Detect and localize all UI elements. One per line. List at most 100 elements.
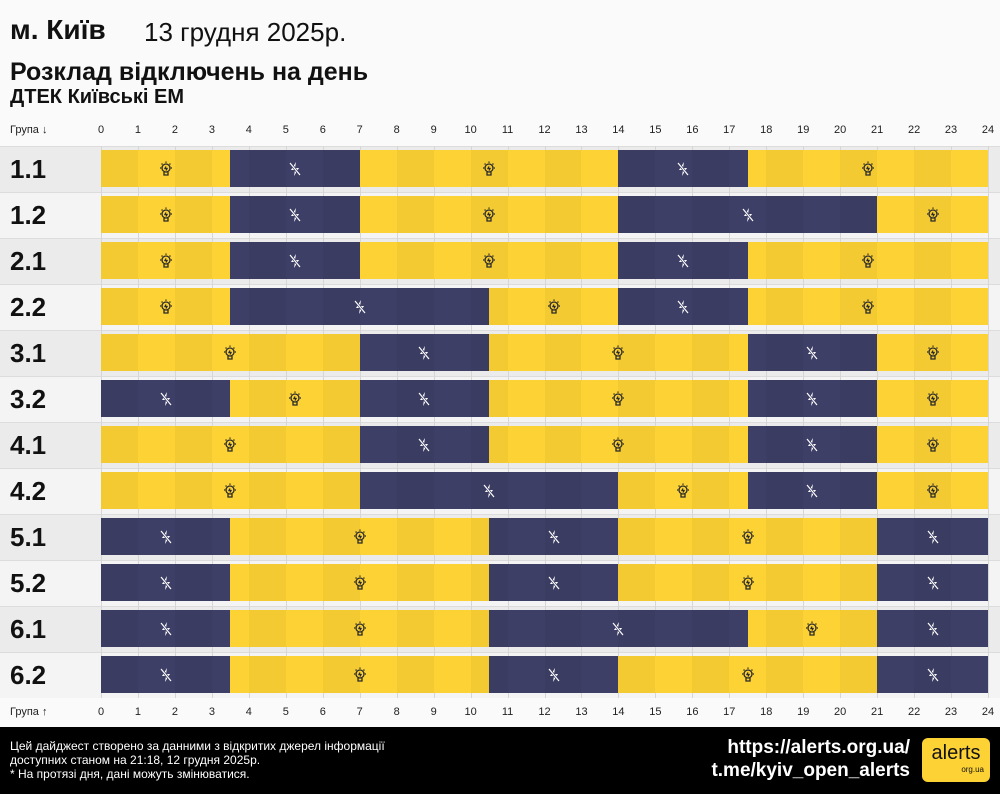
lightbulb-icon xyxy=(924,390,942,408)
power-off-lightning-icon xyxy=(609,620,627,638)
power-off-lightning-icon xyxy=(674,160,692,178)
hour-gridline xyxy=(137,146,139,698)
hour-tick-top: 14 xyxy=(612,124,625,136)
hour-gridline xyxy=(396,146,398,698)
group-label: 2.2 xyxy=(10,292,47,322)
group-axis-label-bottom: Група ↑ xyxy=(10,706,48,718)
power-off-lightning-icon xyxy=(674,252,692,270)
hour-tick-bottom: 16 xyxy=(686,706,699,718)
group-label: 1.1 xyxy=(10,154,47,184)
hour-tick-bottom: 12 xyxy=(538,706,551,718)
hour-tick-top: 13 xyxy=(575,124,588,136)
hour-gridline xyxy=(692,146,694,698)
lightbulb-icon xyxy=(924,482,942,500)
lightbulb-icon xyxy=(351,528,369,546)
footer-note-2: доступних станом на 21:18, 12 грудня 202… xyxy=(10,753,261,767)
power-off-lightning-icon xyxy=(803,344,821,362)
hour-tick-top: 17 xyxy=(723,124,736,136)
hour-gridline xyxy=(101,146,102,698)
hour-tick-top: 12 xyxy=(538,124,551,136)
lightbulb-icon xyxy=(739,666,757,684)
footer-note-1: Цей дайджест створено за данними з відкр… xyxy=(10,739,385,753)
hour-tick-bottom: 13 xyxy=(575,706,588,718)
hour-tick-bottom: 2 xyxy=(171,706,178,718)
hour-gridline xyxy=(359,146,361,698)
power-off-lightning-icon xyxy=(545,666,563,684)
hour-tick-bottom: 1 xyxy=(134,706,142,718)
hour-tick-top: 1 xyxy=(134,124,142,136)
hour-gridline xyxy=(174,146,176,698)
lightbulb-icon xyxy=(286,390,304,408)
power-off-lightning-icon xyxy=(286,160,304,178)
hour-tick-top: 5 xyxy=(282,124,289,136)
lightbulb-icon xyxy=(859,160,877,178)
lightbulb-icon xyxy=(609,436,627,454)
hour-gridline xyxy=(322,146,324,698)
lightbulb-icon xyxy=(351,620,369,638)
group-label: 1.2 xyxy=(10,200,47,230)
telegram-link[interactable]: t.me/kyiv_open_alerts xyxy=(711,760,910,781)
site-link[interactable]: https://alerts.org.ua/ xyxy=(727,737,910,758)
hour-gridline xyxy=(766,146,768,698)
hour-gridline xyxy=(655,146,657,698)
footer xyxy=(0,727,1000,794)
power-off-lightning-icon xyxy=(924,620,942,638)
hour-tick-bottom: 0 xyxy=(97,706,105,718)
provider-subtitle: ДТЕК Київські ЕМ xyxy=(10,86,185,108)
hour-tick-bottom: 14 xyxy=(612,706,625,718)
hour-gridline xyxy=(248,146,250,698)
lightbulb-icon xyxy=(157,298,175,316)
lightbulb-icon xyxy=(609,344,627,362)
lightbulb-icon xyxy=(351,574,369,592)
power-off-lightning-icon xyxy=(157,620,175,638)
group-label: 4.1 xyxy=(10,430,47,460)
power-off-lightning-icon xyxy=(157,390,175,408)
power-off-lightning-icon xyxy=(924,574,942,592)
hour-tick-bottom: 5 xyxy=(282,706,289,718)
hour-tick-bottom: 9 xyxy=(430,706,437,718)
hour-tick-top: 19 xyxy=(797,124,810,136)
hour-tick-top: 7 xyxy=(356,124,363,136)
power-off-lightning-icon xyxy=(545,528,563,546)
lightbulb-icon xyxy=(480,160,498,178)
lightbulb-icon xyxy=(924,436,942,454)
group-axis-label-top: Група ↓ xyxy=(10,124,48,136)
hour-tick-top: 18 xyxy=(760,124,773,136)
lightbulb-icon xyxy=(480,252,498,270)
logo-text: alerts xyxy=(931,742,981,764)
power-off-lightning-icon xyxy=(739,206,757,224)
alerts-logo: alerts org.ua xyxy=(922,738,990,782)
lightbulb-icon xyxy=(221,344,239,362)
lightbulb-icon xyxy=(157,160,175,178)
lightbulb-icon xyxy=(609,390,627,408)
lightbulb-icon xyxy=(739,528,757,546)
hour-tick-bottom: 24 xyxy=(981,706,995,718)
hour-tick-top: 21 xyxy=(871,124,884,136)
group-label: 6.1 xyxy=(10,614,47,644)
lightbulb-icon xyxy=(351,666,369,684)
hour-tick-top: 8 xyxy=(393,124,400,136)
lightbulb-icon xyxy=(674,482,692,500)
hour-tick-top: 10 xyxy=(464,124,477,136)
hour-tick-top: 3 xyxy=(208,124,215,136)
hour-tick-bottom: 6 xyxy=(319,706,326,718)
hour-tick-bottom: 11 xyxy=(501,706,514,718)
hour-tick-top: 11 xyxy=(501,124,514,136)
hour-gridline xyxy=(285,146,287,698)
logo-subtext: org.ua xyxy=(961,765,984,774)
hour-tick-top: 0 xyxy=(97,124,105,136)
hour-tick-bottom: 22 xyxy=(907,706,921,718)
power-off-lightning-icon xyxy=(157,528,175,546)
power-off-lightning-icon xyxy=(545,574,563,592)
hour-gridline xyxy=(211,146,213,698)
hour-gridline xyxy=(951,146,953,698)
hour-tick-top: 16 xyxy=(686,124,699,136)
group-label: 5.2 xyxy=(10,568,47,598)
power-off-lightning-icon xyxy=(924,666,942,684)
group-label: 6.2 xyxy=(10,660,47,690)
power-off-lightning-icon xyxy=(157,666,175,684)
date: 13 грудня 2025р. xyxy=(144,17,347,47)
city-title: м. Київ xyxy=(10,14,106,45)
power-off-lightning-icon xyxy=(286,252,304,270)
hour-gridline xyxy=(877,146,879,698)
